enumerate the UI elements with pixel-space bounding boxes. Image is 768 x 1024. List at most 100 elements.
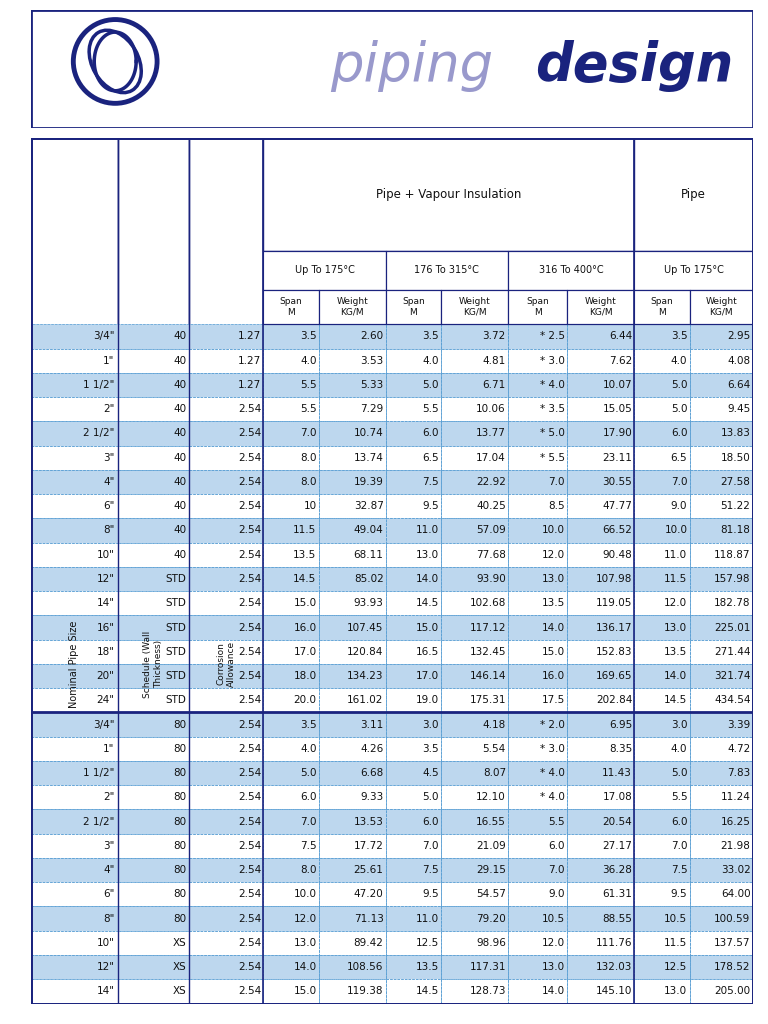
Bar [319,421,386,445]
Bar [634,373,690,397]
Bar [263,713,319,736]
Bar [568,325,634,348]
Bar [319,615,386,640]
Bar [118,761,188,785]
Bar [31,688,118,713]
Bar [508,640,568,664]
Text: Schedule (Wall
Thickness): Schedule (Wall Thickness) [144,631,163,697]
Bar [508,518,568,543]
Text: 18": 18" [97,647,114,656]
Text: Up To 175°C: Up To 175°C [295,265,355,275]
Text: 176 To 315°C: 176 To 315°C [415,265,479,275]
Bar [319,834,386,858]
Text: 22.92: 22.92 [476,477,506,487]
Text: 119.38: 119.38 [347,986,383,996]
Bar [441,591,508,615]
Text: 1.27: 1.27 [238,332,261,341]
Bar [386,761,441,785]
Text: 13.5: 13.5 [664,647,687,656]
Bar [568,421,634,445]
Text: 6.44: 6.44 [609,332,632,341]
Text: * 3.5: * 3.5 [540,404,565,414]
Bar [319,445,386,470]
Text: 80: 80 [174,841,187,851]
Text: Span
M: Span M [402,297,425,316]
Bar [634,931,690,955]
Bar [386,373,441,397]
Text: 93.93: 93.93 [354,598,383,608]
Text: 15.0: 15.0 [415,623,439,633]
Bar [508,761,568,785]
Text: piping: piping [330,40,493,92]
Bar [634,883,690,906]
Bar [319,736,386,761]
Bar [386,883,441,906]
Bar [634,397,690,421]
Bar [319,518,386,543]
Bar [118,979,188,1004]
Bar [263,906,319,931]
Bar [508,736,568,761]
Text: STD: STD [165,623,187,633]
Text: 54.57: 54.57 [476,890,506,899]
Text: 146.14: 146.14 [469,671,506,681]
Bar [386,348,441,373]
Bar [188,809,263,834]
Bar [441,325,508,348]
Bar [386,543,441,567]
Bar [690,445,753,470]
Text: 17.0: 17.0 [415,671,439,681]
Bar [690,373,753,397]
Bar [386,883,441,906]
Bar [508,713,568,736]
Bar [319,858,386,883]
Bar [690,325,753,348]
Bar [634,591,690,615]
Bar [31,470,118,495]
Bar [263,858,319,883]
Bar [690,713,753,736]
Bar [690,906,753,931]
Bar [634,979,690,1004]
Bar [508,421,568,445]
Text: 108.56: 108.56 [347,963,383,972]
Bar [31,664,118,688]
Bar [118,931,188,955]
Bar [31,931,118,955]
Bar [386,567,441,591]
Bar [441,615,508,640]
Bar [568,495,634,518]
Text: 5.54: 5.54 [482,743,506,754]
Bar [690,567,753,591]
Bar [118,979,188,1004]
Bar [508,688,568,713]
Text: 23.11: 23.11 [602,453,632,463]
Bar [263,251,386,290]
Text: 10.5: 10.5 [664,913,687,924]
Text: 27.58: 27.58 [720,477,750,487]
Bar [118,591,188,615]
Bar [263,736,319,761]
Text: 7.29: 7.29 [360,404,383,414]
Text: 118.87: 118.87 [714,550,750,560]
Bar [634,640,690,664]
Bar [118,445,188,470]
Text: 16.55: 16.55 [476,816,506,826]
Bar [508,906,568,931]
Bar [690,688,753,713]
Bar [118,785,188,809]
Bar [319,858,386,883]
Text: 6.0: 6.0 [300,793,316,803]
Bar [188,567,263,591]
Text: 13.74: 13.74 [354,453,383,463]
Bar [188,518,263,543]
Bar [386,470,441,495]
Bar [634,348,690,373]
Text: 2.54: 2.54 [238,453,261,463]
Text: 7.62: 7.62 [609,355,632,366]
Bar [568,640,634,664]
Text: 27.17: 27.17 [602,841,632,851]
Bar [386,664,441,688]
Text: 80: 80 [174,913,187,924]
Bar [690,761,753,785]
